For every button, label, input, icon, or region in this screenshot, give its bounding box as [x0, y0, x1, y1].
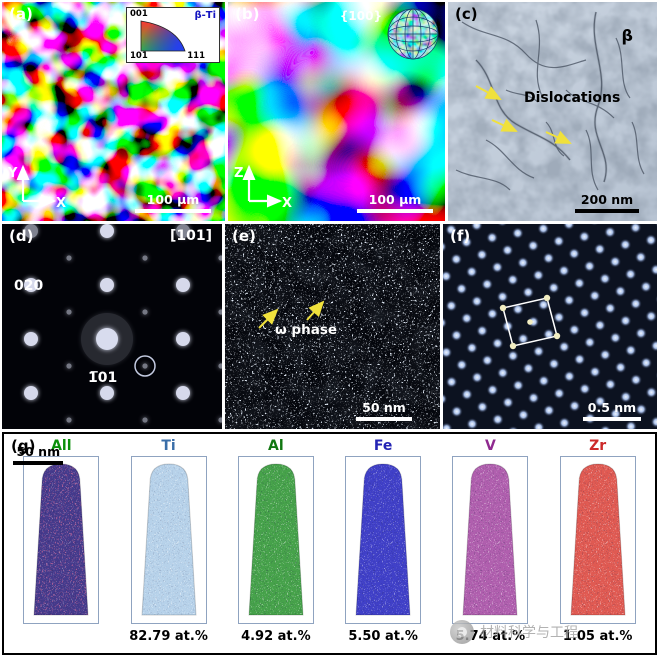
panel-ebsd-ipf-map: (a) 001 β-Ti 101 111 Y X 100 μm: [2, 2, 225, 221]
scale-bar-line: [583, 417, 641, 421]
scale-bar: 50 nm: [356, 400, 412, 421]
reflection-101-label: 1̅01: [88, 370, 118, 386]
apt-tip-graphic: [462, 463, 518, 616]
apt-tip-graphic: [570, 463, 626, 616]
apt-tip-al: Al 4.92 at.%: [226, 438, 326, 644]
panel-label: (a): [9, 5, 33, 23]
panel-label: (g): [11, 437, 36, 455]
panel-darkfield-omega: (e) ω phase 50 nm: [225, 224, 440, 429]
panel-label: (b): [235, 5, 260, 23]
apt-tip-zr: Zr 1.05 at.%: [548, 438, 648, 644]
scale-bar-line: [357, 209, 433, 213]
darkfield-speckle-graphic: [225, 224, 440, 429]
tip-element-label: Zr: [589, 438, 607, 454]
apt-tip-all: All 50 nm: [11, 438, 111, 644]
apt-tip-fe: Fe 5.50 at.%: [333, 438, 433, 644]
panel-saed-pattern: (d) [101] 020 1̅01: [2, 224, 222, 429]
tip-bounding-box: [345, 456, 422, 624]
tip-bounding-box: [130, 456, 207, 624]
apt-tip-graphic: [33, 463, 89, 616]
coordinate-axes: Y X: [7, 164, 66, 211]
coordinate-axes: Z X: [234, 164, 292, 211]
scale-bar-line: [575, 209, 639, 213]
axis-vertical-label: Y: [7, 166, 18, 181]
panel-label: (e): [232, 227, 256, 245]
ipf-corner-111: 111: [187, 51, 205, 61]
diffraction-spots-graphic: [24, 224, 222, 423]
dislocations-label: Dislocations: [524, 90, 621, 106]
panel-ebsd-map-coarse: (b) {100} Z: [228, 2, 445, 221]
panel-label: (f): [450, 227, 471, 245]
tip-bounding-box: [559, 456, 636, 624]
apt-tip-v: V 5.74 at.%: [440, 438, 540, 644]
beta-phase-label: β: [621, 26, 633, 45]
reflection-020-label: 020: [14, 278, 44, 294]
apt-tips-row: All 50 nm: [4, 438, 655, 644]
tip-element-label: Al: [268, 438, 284, 454]
watermark: 材料科学与工程: [450, 620, 578, 644]
tip-composition: 4.92 at.%: [241, 629, 311, 644]
tip-element-label: Fe: [373, 438, 393, 454]
tip-composition: 5.50 at.%: [348, 629, 418, 644]
tip-element-label: All: [51, 438, 72, 454]
ipf-color-triangle: [140, 20, 186, 52]
scale-bar: 50 nm: [13, 444, 64, 465]
panel-label: (c): [455, 5, 478, 23]
dislocation-arrows: [475, 85, 572, 144]
omega-arrows: [258, 300, 325, 329]
tip-bounding-box: [23, 456, 100, 624]
watermark-text: 材料科学与工程: [480, 625, 578, 641]
panel-apt-maps: (g) All 50 nm: [2, 432, 657, 655]
apt-tip-ti: Ti 82.79 at.%: [119, 438, 219, 644]
axis-horizontal-label: X: [56, 196, 66, 211]
tip-bounding-box: [237, 456, 314, 624]
ipf-corner-001: 001: [130, 9, 148, 19]
circled-omega-spot: [134, 355, 156, 377]
dislocation-lines-graphic: [448, 2, 657, 221]
panel-haadf-lattice: (f) 0.5 nm: [443, 224, 657, 429]
axis-vertical-label: Z: [234, 166, 243, 181]
ipf-corner-101: 101: [130, 51, 148, 61]
scale-bar: 200 nm: [575, 192, 639, 213]
atomic-columns-graphic: [443, 224, 657, 429]
apt-tip-graphic: [355, 463, 411, 616]
apt-tip-graphic: [141, 463, 197, 616]
pole-figure-label: {100}: [339, 9, 382, 23]
unit-cell-overlay: [499, 294, 561, 350]
tip-element-label: V: [484, 438, 496, 454]
ipf-legend: 001 β-Ti 101 111: [126, 7, 220, 63]
zone-axis-label: [101]: [169, 228, 212, 244]
scale-bar-line: [356, 417, 412, 421]
pole-figure-sphere: [387, 8, 439, 60]
scale-bar: 0.5 nm: [583, 400, 641, 421]
scale-bar: 100 μm: [135, 192, 211, 213]
tip-bounding-box: [452, 456, 529, 624]
wechat-logo-icon: [450, 620, 474, 644]
panel-label: (d): [9, 227, 34, 245]
omega-phase-label: ω phase: [275, 322, 338, 338]
ipf-phase-label: β-Ti: [194, 10, 216, 21]
axis-horizontal-label: X: [282, 196, 292, 211]
scale-bar-line: [13, 461, 64, 465]
panel-tem-dislocations: (c) β Dislocations 200 nm: [448, 2, 657, 221]
tip-element-label: Ti: [161, 438, 176, 454]
tip-composition: 82.79 at.%: [129, 629, 208, 644]
tip-composition: 1.05 at.%: [562, 629, 633, 644]
scale-bar-line: [135, 209, 211, 213]
pole-figure-inset: {100}: [340, 7, 440, 61]
scale-bar: 100 μm: [357, 192, 433, 213]
apt-tip-graphic: [248, 463, 304, 616]
